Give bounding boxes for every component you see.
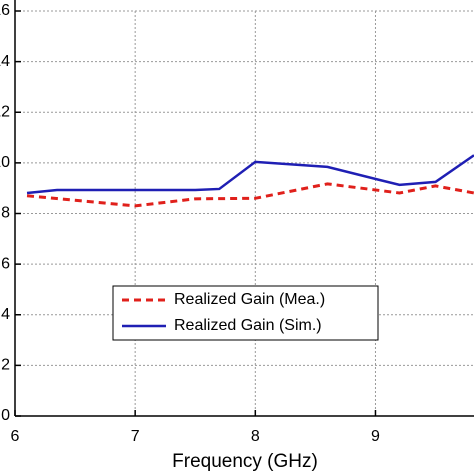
line (26, 182, 474, 208)
x-axis-title: Frequency (GHz) (172, 451, 318, 472)
y-tick-label: 12 (0, 103, 10, 120)
x-tick-label: 6 (11, 428, 20, 445)
x-tick-label: 8 (251, 428, 260, 445)
y-tick-label: 0 (1, 407, 10, 424)
legend-label: Realized Gain (Sim.) (174, 317, 322, 334)
y-tick-label: 16 (0, 2, 10, 19)
legend-label: Realized Gain (Mea.) (174, 291, 325, 308)
y-tick-label: 14 (0, 53, 10, 70)
line (26, 154, 474, 195)
y-tick-label: 6 (1, 255, 10, 272)
y-tick-label: 4 (1, 306, 10, 323)
x-tick-label: 9 (371, 428, 380, 445)
y-tick-label: 8 (1, 205, 10, 222)
x-tick-label: 7 (131, 428, 140, 445)
legend-box (112, 285, 379, 341)
y-tick-label: 2 (1, 357, 10, 374)
y-tick-label: 10 (0, 154, 10, 171)
